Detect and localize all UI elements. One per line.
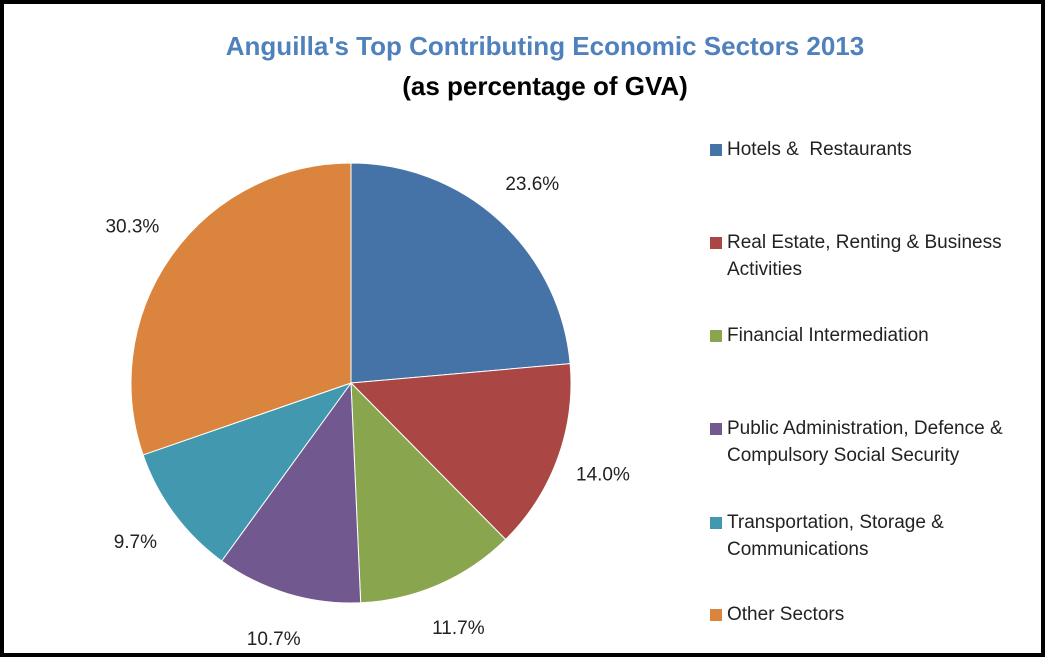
pie-slice: [349, 363, 572, 541]
pie-slice: [350, 162, 571, 384]
legend-label-line: Communications: [727, 539, 869, 560]
legend-label-line: Transportation, Storage &: [727, 512, 944, 533]
chart-title: Anguilla's Top Contributing Economic Sec…: [226, 31, 864, 61]
legend-label: Transportation, Storage & Communications: [727, 512, 944, 560]
pie-slice: [130, 162, 352, 456]
legend-label-line: Financial Intermediation: [727, 325, 929, 346]
legend-label: Other Sectors: [727, 604, 844, 625]
pie-slice: [142, 382, 353, 562]
data-label: 11.7%: [432, 618, 485, 639]
legend-label: Public Administration, Defence & Compulso…: [727, 418, 1003, 466]
legend-label-line: Public Administration, Defence &: [727, 418, 1003, 439]
legend-swatch: [710, 517, 722, 529]
data-label: 14.0%: [576, 465, 630, 486]
legend-swatch: [710, 609, 722, 621]
legend-swatch: [710, 423, 722, 435]
pie-slice: [350, 381, 507, 604]
legend-swatch: [710, 237, 722, 249]
legend-label: Financial Intermediation: [727, 325, 929, 346]
legend-label: Real Estate, Renting & Business Activitie…: [727, 232, 1002, 280]
legend-label-line: Compulsory Social Security: [727, 445, 960, 466]
legend-swatch: [710, 144, 722, 156]
legend-label-line: Activities: [727, 259, 802, 280]
legend-label-line: Real Estate, Renting & Business: [727, 232, 1002, 253]
data-label: 10.7%: [247, 629, 301, 650]
chart-subtitle: (as percentage of GVA): [402, 71, 688, 101]
legend-label-line: Hotels & Restaurants: [727, 139, 912, 160]
pie-slice: [220, 381, 362, 604]
legend-label-line: Other Sectors: [727, 604, 844, 625]
data-label: 9.7%: [114, 532, 157, 553]
data-label: 30.3%: [105, 216, 159, 237]
legend-swatch: [710, 330, 722, 342]
legend-label: Hotels & Restaurants: [727, 139, 912, 160]
data-label: 23.6%: [505, 174, 559, 195]
